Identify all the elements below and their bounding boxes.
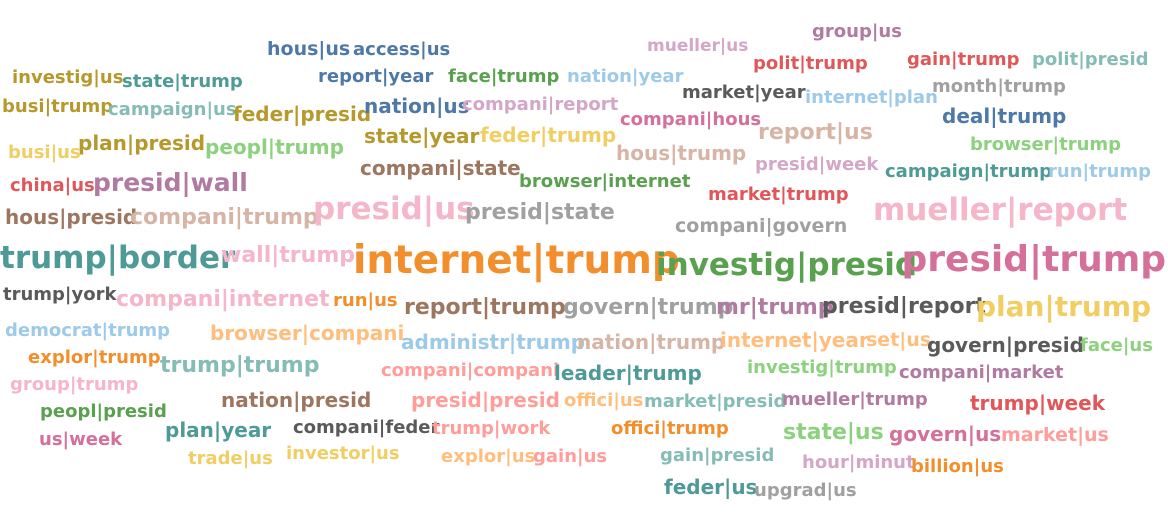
word: compani|state bbox=[360, 156, 521, 180]
word: busi|trump bbox=[2, 96, 114, 117]
word: us|week bbox=[39, 429, 123, 450]
word: peopl|presid bbox=[40, 401, 167, 422]
word: explor|trump bbox=[28, 347, 161, 368]
word: mueller|us bbox=[647, 36, 749, 56]
word: face|trump bbox=[448, 66, 560, 87]
word: compani|feder bbox=[293, 417, 440, 438]
word: internet|plan bbox=[805, 87, 938, 108]
word: deal|trump bbox=[942, 104, 1067, 128]
word: investig|trump bbox=[747, 357, 897, 378]
word: group|us bbox=[812, 21, 902, 42]
word: govern|us bbox=[889, 422, 1002, 446]
word: month|trump bbox=[932, 76, 1066, 97]
word: compani|internet bbox=[116, 287, 330, 312]
word: wall|trump bbox=[221, 243, 355, 268]
word: explor|us bbox=[441, 446, 536, 467]
word: browser|internet bbox=[519, 171, 691, 192]
word: compani|trump bbox=[130, 205, 319, 230]
word: nation|us bbox=[364, 94, 470, 118]
word: trump|york bbox=[3, 284, 117, 305]
word: nation|year bbox=[567, 66, 684, 87]
word: set|us bbox=[866, 329, 932, 351]
word: govern|presid bbox=[927, 333, 1084, 357]
word: report|trump bbox=[404, 295, 566, 320]
word: hous|presid bbox=[5, 205, 138, 229]
word: presid|state bbox=[465, 200, 615, 225]
word: peopl|trump bbox=[205, 135, 344, 159]
word: face|us bbox=[1080, 335, 1153, 356]
word: trump|border bbox=[0, 240, 236, 276]
word: democrat|trump bbox=[5, 320, 171, 341]
word: run|us bbox=[333, 290, 398, 311]
word: internet|year bbox=[720, 328, 869, 352]
word: market|trump bbox=[708, 184, 849, 205]
word: govern|trump bbox=[563, 295, 734, 320]
word: nation|trump bbox=[577, 330, 726, 354]
word: presid|presid bbox=[411, 388, 560, 412]
word: gain|us bbox=[533, 446, 608, 467]
word: market|presid bbox=[644, 391, 787, 412]
word: plan|presid bbox=[78, 131, 206, 155]
word: presid|wall bbox=[93, 168, 248, 197]
word: billion|us bbox=[911, 456, 1004, 477]
word: mueller|report bbox=[873, 192, 1128, 228]
word: administr|trump bbox=[401, 330, 586, 354]
word: feder|us bbox=[664, 475, 758, 499]
word: trump|work bbox=[432, 418, 551, 439]
word: compani|hous bbox=[620, 109, 762, 130]
word: browser|trump bbox=[970, 134, 1122, 155]
word: compani|report bbox=[462, 94, 619, 115]
word: run|trump bbox=[1048, 161, 1152, 182]
word: plan|year bbox=[165, 418, 272, 442]
word: mueller|trump bbox=[782, 389, 928, 410]
word: gain|trump bbox=[907, 49, 1020, 70]
word: leader|trump bbox=[554, 361, 702, 385]
word: report|year bbox=[318, 66, 434, 87]
word: compani|market bbox=[899, 362, 1064, 383]
word: trade|us bbox=[188, 448, 273, 469]
word: compani|govern bbox=[675, 215, 848, 237]
word: hous|trump bbox=[616, 141, 747, 165]
word: investig|presid bbox=[656, 247, 918, 283]
word: compani|compani bbox=[381, 360, 560, 381]
word: hour|minut bbox=[802, 452, 915, 473]
word: nation|presid bbox=[221, 388, 372, 412]
word: gain|presid bbox=[660, 445, 775, 466]
word: presid|week bbox=[755, 154, 879, 175]
word: market|us bbox=[1001, 424, 1109, 446]
word: group|trump bbox=[10, 374, 139, 395]
word: china|us bbox=[10, 175, 95, 196]
word: browser|compani bbox=[210, 321, 405, 345]
word: mr|trump bbox=[716, 295, 834, 320]
word: feder|presid bbox=[233, 102, 372, 126]
word: plan|trump bbox=[976, 290, 1152, 323]
word: upgrad|us bbox=[754, 480, 857, 501]
word: internet|trump bbox=[353, 238, 680, 283]
word: state|year bbox=[364, 124, 480, 148]
word: polit|trump bbox=[753, 53, 868, 74]
word: state|us bbox=[783, 420, 884, 445]
word: polit|presid bbox=[1032, 49, 1149, 70]
word: feder|trump bbox=[480, 123, 617, 147]
word: investig|us bbox=[12, 67, 124, 88]
word: access|us bbox=[353, 39, 451, 60]
word: trump|trump bbox=[160, 353, 320, 378]
word: investor|us bbox=[286, 443, 400, 464]
word: presid|trump bbox=[901, 239, 1167, 280]
word: report|us bbox=[758, 120, 873, 145]
word: campaign|us bbox=[108, 99, 237, 120]
word: hous|us bbox=[267, 38, 351, 60]
word: campaign|trump bbox=[885, 161, 1052, 182]
word: presid|report bbox=[822, 294, 986, 319]
word: market|year bbox=[682, 82, 806, 103]
word: busi|us bbox=[8, 142, 81, 163]
word: state|trump bbox=[122, 71, 243, 92]
word: offici|us bbox=[564, 390, 644, 411]
word: presid|us bbox=[313, 191, 475, 227]
word: trump|week bbox=[970, 391, 1106, 415]
word: offici|trump bbox=[611, 418, 729, 439]
